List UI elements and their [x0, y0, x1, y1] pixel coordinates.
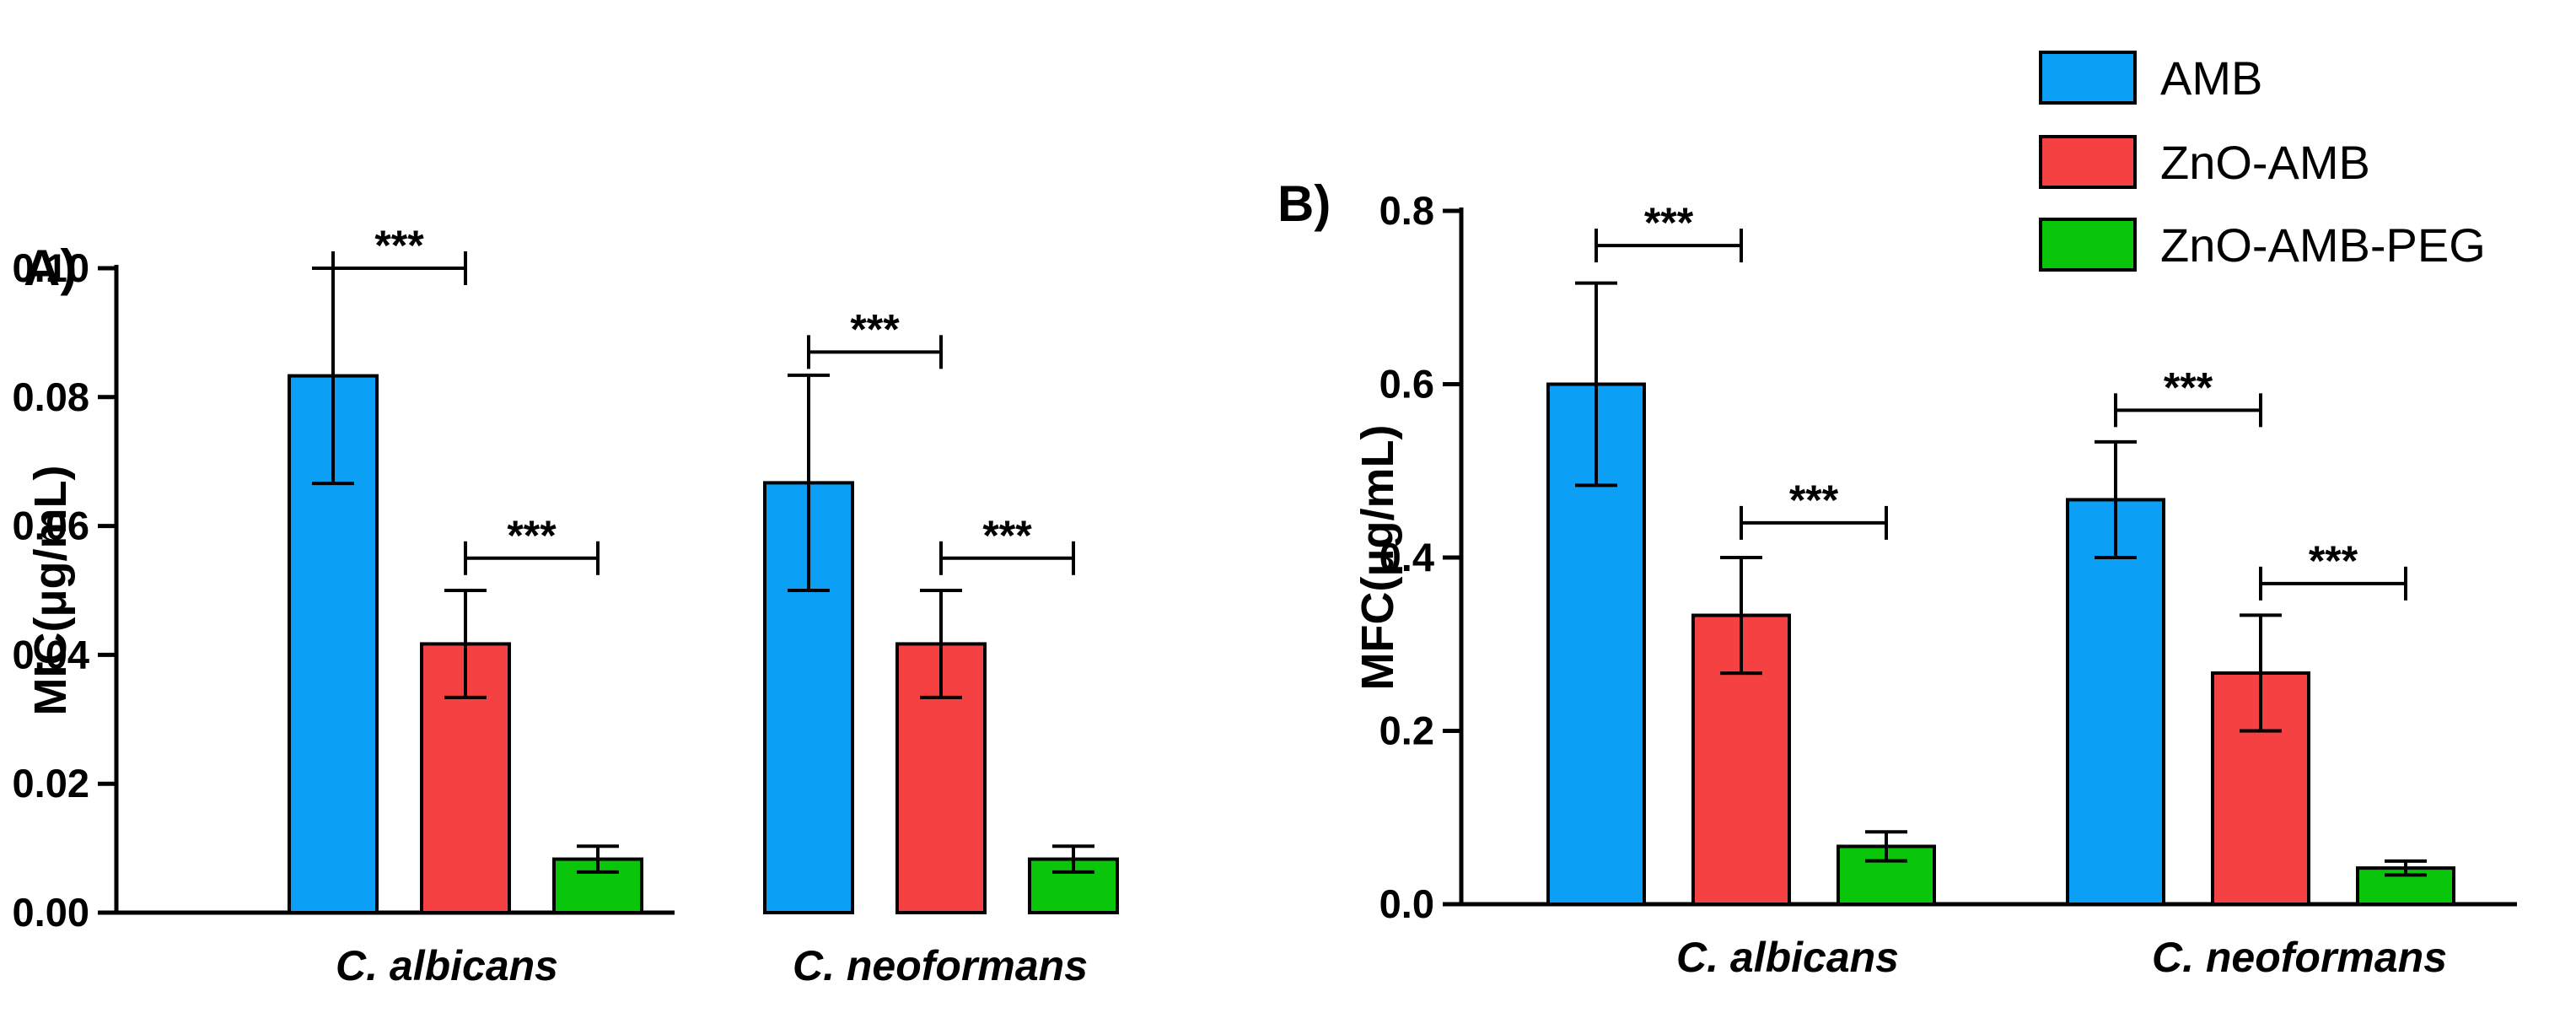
- bar-zno-amb-c-albicans: [420, 642, 511, 914]
- y-tick-label: 0.2: [1379, 709, 1434, 753]
- y-tick-label: 0.04: [13, 632, 89, 676]
- legend-swatch-zno-amb: [2039, 135, 2137, 189]
- significance-label: ***: [2309, 537, 2358, 585]
- y-tick-label: 0.0: [1379, 881, 1434, 926]
- y-axis-label: MFC(μg/mL): [1353, 425, 1403, 691]
- y-tick-label: 0.08: [13, 374, 89, 419]
- legend-label: ZnO-AMB-PEG: [2160, 218, 2486, 272]
- legend-swatch-zno-amb-peg: [2039, 218, 2137, 272]
- y-tick-label: 0.02: [13, 761, 89, 806]
- legend-label: ZnO-AMB: [2160, 136, 2370, 189]
- y-tick-label: 0.8: [1379, 188, 1434, 233]
- y-tick-label: 0.4: [1379, 535, 1434, 579]
- legend: AMB ZnO-AMB ZnO-AMB-PEG: [2039, 51, 2486, 272]
- y-tick-label: 0.00: [13, 890, 89, 935]
- x-category-label: C. albicans: [336, 942, 558, 989]
- significance-label: ***: [374, 222, 424, 269]
- y-tick-label: 0.06: [13, 504, 89, 548]
- bar-amb-c-neoformans: [2066, 498, 2165, 906]
- significance-label: ***: [507, 512, 557, 559]
- legend-label: AMB: [2160, 51, 2262, 105]
- x-category-label: C. neoformans: [2152, 934, 2447, 981]
- significance-label: ***: [1644, 199, 1694, 246]
- x-category-label: C. albicans: [1676, 934, 1899, 981]
- chart-panel-a: A) MIC(μg/mL) 0.00 0.02 0.04 0.06 0.08 0.10 C. a…: [13, 222, 1119, 989]
- x-category-label: C. neoformans: [793, 942, 1088, 989]
- y-axis-label: MIC(μg/mL): [25, 466, 76, 716]
- significance-label: ***: [2164, 364, 2213, 411]
- panel-label: A): [24, 240, 77, 296]
- y-tick-label: 0.6: [1379, 362, 1434, 407]
- significance-label: ***: [982, 512, 1032, 559]
- chart-panel-b: B) MFC(μg/mL) 0.0 0.2 0.4 0.6 0.8 C. albicans C.…: [1277, 175, 2517, 981]
- y-tick-label: 0.10: [13, 245, 89, 290]
- panel-label: B): [1277, 175, 1331, 232]
- significance-label: ***: [850, 305, 900, 353]
- legend-swatch-amb: [2039, 51, 2137, 105]
- significance-label: ***: [1789, 477, 1839, 524]
